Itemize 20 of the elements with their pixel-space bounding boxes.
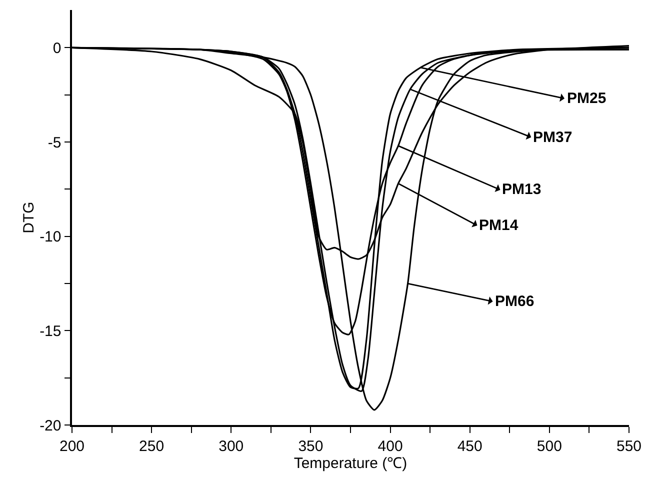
y-tick-label: -10: [40, 228, 62, 246]
x-tick-label: 250: [139, 438, 164, 455]
y-tick-label: -15: [40, 322, 62, 340]
y-tick-label: -5: [48, 134, 62, 152]
x-tick-label: 400: [378, 438, 403, 455]
x-tick-label: 200: [59, 438, 85, 455]
y-tick-label: 0: [52, 40, 62, 57]
legend-label: PM25: [567, 90, 606, 107]
x-tick-label: 500: [536, 438, 562, 455]
x-tick-label: 300: [218, 438, 244, 455]
y-tick-label: -20: [40, 417, 62, 434]
legend-label: PM13: [502, 181, 542, 198]
legend-label: PM14: [479, 217, 519, 234]
x-tick-label: 450: [457, 438, 482, 455]
x-tick-label: 350: [298, 438, 324, 455]
legend-label: PM37: [533, 129, 572, 146]
x-tick-label: 550: [616, 438, 642, 455]
x-axis-title: Temperature (℃): [294, 454, 408, 472]
legend-label: PM66: [495, 293, 534, 310]
y-axis-title: DTG: [20, 202, 38, 234]
